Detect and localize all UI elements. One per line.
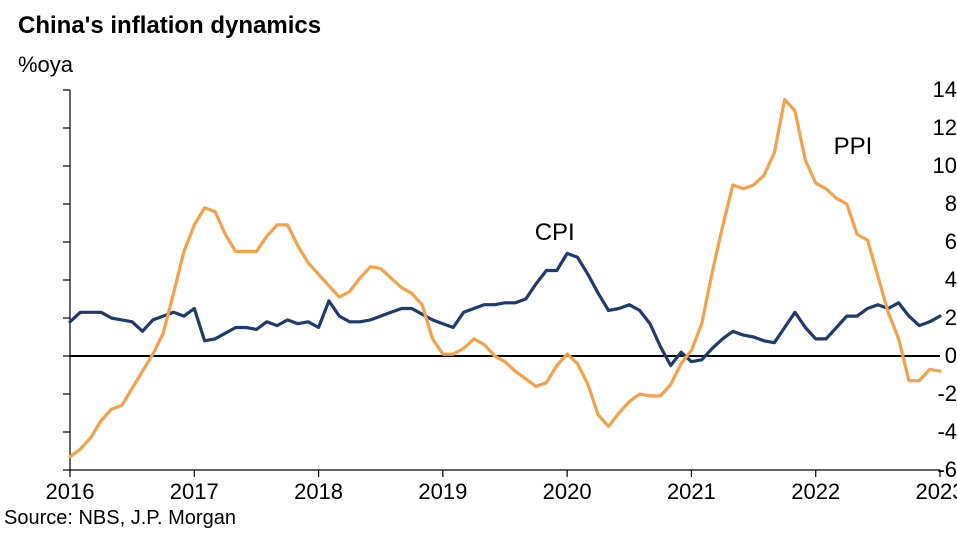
x-tick: 2018 bbox=[294, 479, 343, 505]
y-tick: 4 bbox=[900, 267, 957, 293]
y-tick: 14 bbox=[900, 77, 957, 103]
y-tick: 8 bbox=[900, 191, 957, 217]
y-tick: 2 bbox=[900, 305, 957, 331]
y-tick: 6 bbox=[900, 229, 957, 255]
y-tick: 10 bbox=[900, 153, 957, 179]
x-tick: 2023 bbox=[916, 479, 957, 505]
chart-svg bbox=[0, 0, 957, 536]
x-tick: 2016 bbox=[46, 479, 95, 505]
x-tick: 2020 bbox=[543, 479, 592, 505]
x-tick: 2017 bbox=[170, 479, 219, 505]
y-tick: -2 bbox=[900, 381, 957, 407]
y-tick: 0 bbox=[900, 343, 957, 369]
series-label-ppi: PPI bbox=[834, 133, 873, 161]
y-tick: 12 bbox=[900, 115, 957, 141]
series-label-cpi: CPI bbox=[535, 219, 575, 247]
x-tick: 2022 bbox=[791, 479, 840, 505]
chart-container: China's inflation dynamics %oya -6-4-202… bbox=[0, 0, 957, 536]
x-tick: 2021 bbox=[667, 479, 716, 505]
y-tick: -4 bbox=[900, 419, 957, 445]
chart-source: Source: NBS, J.P. Morgan bbox=[4, 507, 236, 530]
x-tick: 2019 bbox=[418, 479, 467, 505]
